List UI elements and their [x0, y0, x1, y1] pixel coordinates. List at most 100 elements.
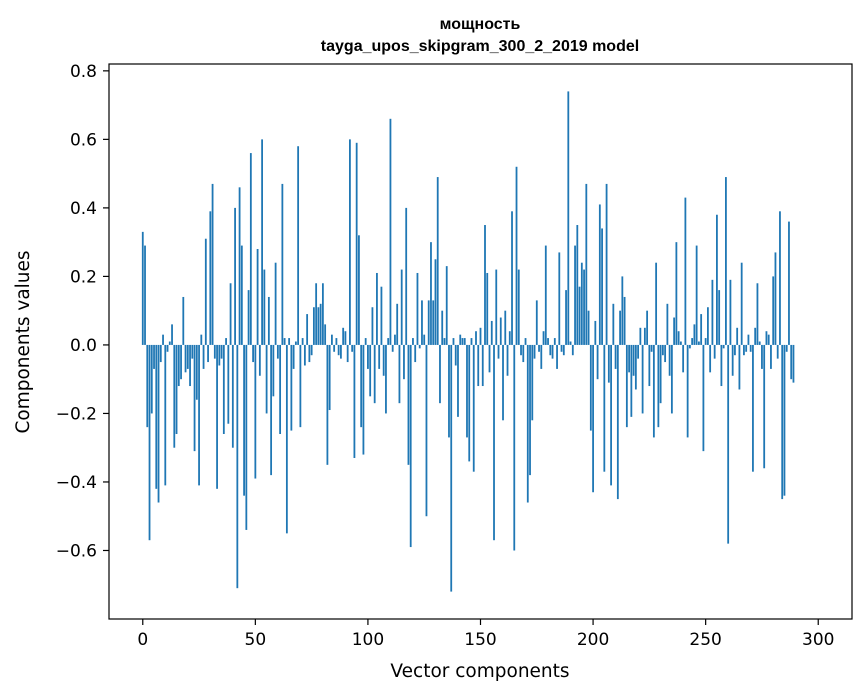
bar-184: [556, 344, 558, 369]
bar-141: [459, 334, 462, 345]
bar-178: [542, 331, 545, 345]
bar-46: [245, 344, 248, 530]
bar-216: [628, 344, 630, 373]
x-tick-label: 200: [577, 630, 609, 650]
x-tick-label: 250: [689, 630, 721, 650]
bar-11: [166, 344, 169, 352]
bar-92: [349, 139, 351, 345]
bar-189: [567, 91, 570, 345]
bar-117: [405, 207, 408, 345]
bar-84: [331, 334, 333, 345]
bar-157: [495, 269, 498, 345]
bar-21: [189, 344, 191, 387]
bar-88: [340, 344, 342, 359]
bar-217: [630, 344, 633, 417]
bar-138: [452, 338, 455, 345]
bar-137: [450, 344, 453, 592]
bar-259: [725, 177, 727, 345]
bar-253: [711, 279, 714, 345]
x-tick-label: 300: [802, 630, 834, 650]
bar-69: [297, 146, 300, 345]
bar-156: [493, 344, 495, 541]
bar-34: [218, 344, 221, 366]
bar-146: [470, 338, 473, 345]
bar-20: [186, 344, 189, 369]
bar-120: [412, 338, 414, 345]
bar-150: [479, 327, 482, 345]
bar-74: [308, 344, 311, 363]
bar-229: [657, 344, 660, 428]
bar-72: [303, 344, 306, 366]
bar-181: [549, 344, 552, 356]
bar-104: [376, 272, 378, 345]
x-tick-label: 50: [245, 630, 267, 650]
bar-75: [310, 344, 313, 356]
bar-28: [204, 238, 207, 345]
bar-38: [227, 344, 230, 424]
bar-4: [150, 344, 153, 414]
bar-176: [538, 344, 540, 352]
bar-111: [391, 344, 394, 352]
bar-2: [146, 344, 149, 428]
bar-140: [457, 344, 459, 417]
bar-7: [157, 344, 160, 503]
bar-163: [508, 331, 511, 345]
bar-68: [294, 341, 297, 345]
bar-199: [589, 344, 592, 431]
bar-165: [513, 344, 516, 551]
bar-167: [517, 269, 520, 345]
bar-193: [576, 225, 579, 345]
bar-64: [285, 344, 288, 534]
axes-group: 0 50 100 150 200 250 300 −0.6 −0.4 −0.2 0.0 0.2 0.4 0…: [56, 62, 835, 650]
bar-268: [745, 344, 748, 352]
bar-234: [668, 344, 671, 376]
bar-58: [272, 344, 275, 397]
bar-231: [661, 344, 664, 356]
bar-19: [184, 344, 187, 373]
y-tick-label: 0.8: [70, 62, 97, 82]
bar-209: [612, 303, 615, 345]
bar-180: [547, 338, 549, 345]
bar-152: [484, 225, 486, 345]
bar-264: [736, 327, 739, 345]
bar-220: [637, 344, 640, 359]
bar-82: [326, 344, 329, 465]
bar-95: [355, 142, 358, 345]
bar-162: [506, 344, 509, 376]
bar-33: [216, 344, 218, 489]
y-tick-label: −0.2: [56, 404, 97, 424]
bar-25: [198, 344, 200, 486]
bar-245: [693, 324, 696, 345]
bar-119: [409, 344, 412, 548]
bar-98: [362, 344, 365, 455]
bar-212: [619, 310, 621, 345]
bar-251: [707, 307, 709, 345]
y-tick-label: 0.0: [70, 336, 97, 356]
bar-83: [328, 344, 331, 411]
bar-65: [288, 338, 291, 345]
bar-122: [416, 272, 419, 345]
bar-287: [788, 221, 790, 345]
bar-160: [502, 344, 504, 421]
bar-273: [756, 283, 759, 345]
bar-132: [439, 344, 441, 404]
bar-126: [425, 344, 428, 517]
bar-22: [191, 344, 194, 359]
bar-284: [781, 344, 784, 500]
bar-241: [684, 197, 687, 345]
bar-107: [382, 344, 385, 376]
bar-204: [601, 228, 603, 345]
bar-53: [261, 139, 263, 345]
bar-108: [385, 344, 387, 414]
bar-114: [398, 344, 401, 404]
bar-277: [765, 331, 768, 345]
bar-63: [283, 338, 286, 345]
bar-76: [312, 307, 315, 345]
bar-267: [743, 344, 745, 356]
bar-142: [461, 338, 464, 345]
bar-52: [258, 344, 261, 376]
bar-270: [749, 344, 752, 352]
bar-94: [353, 344, 356, 458]
bar-254: [713, 344, 716, 359]
